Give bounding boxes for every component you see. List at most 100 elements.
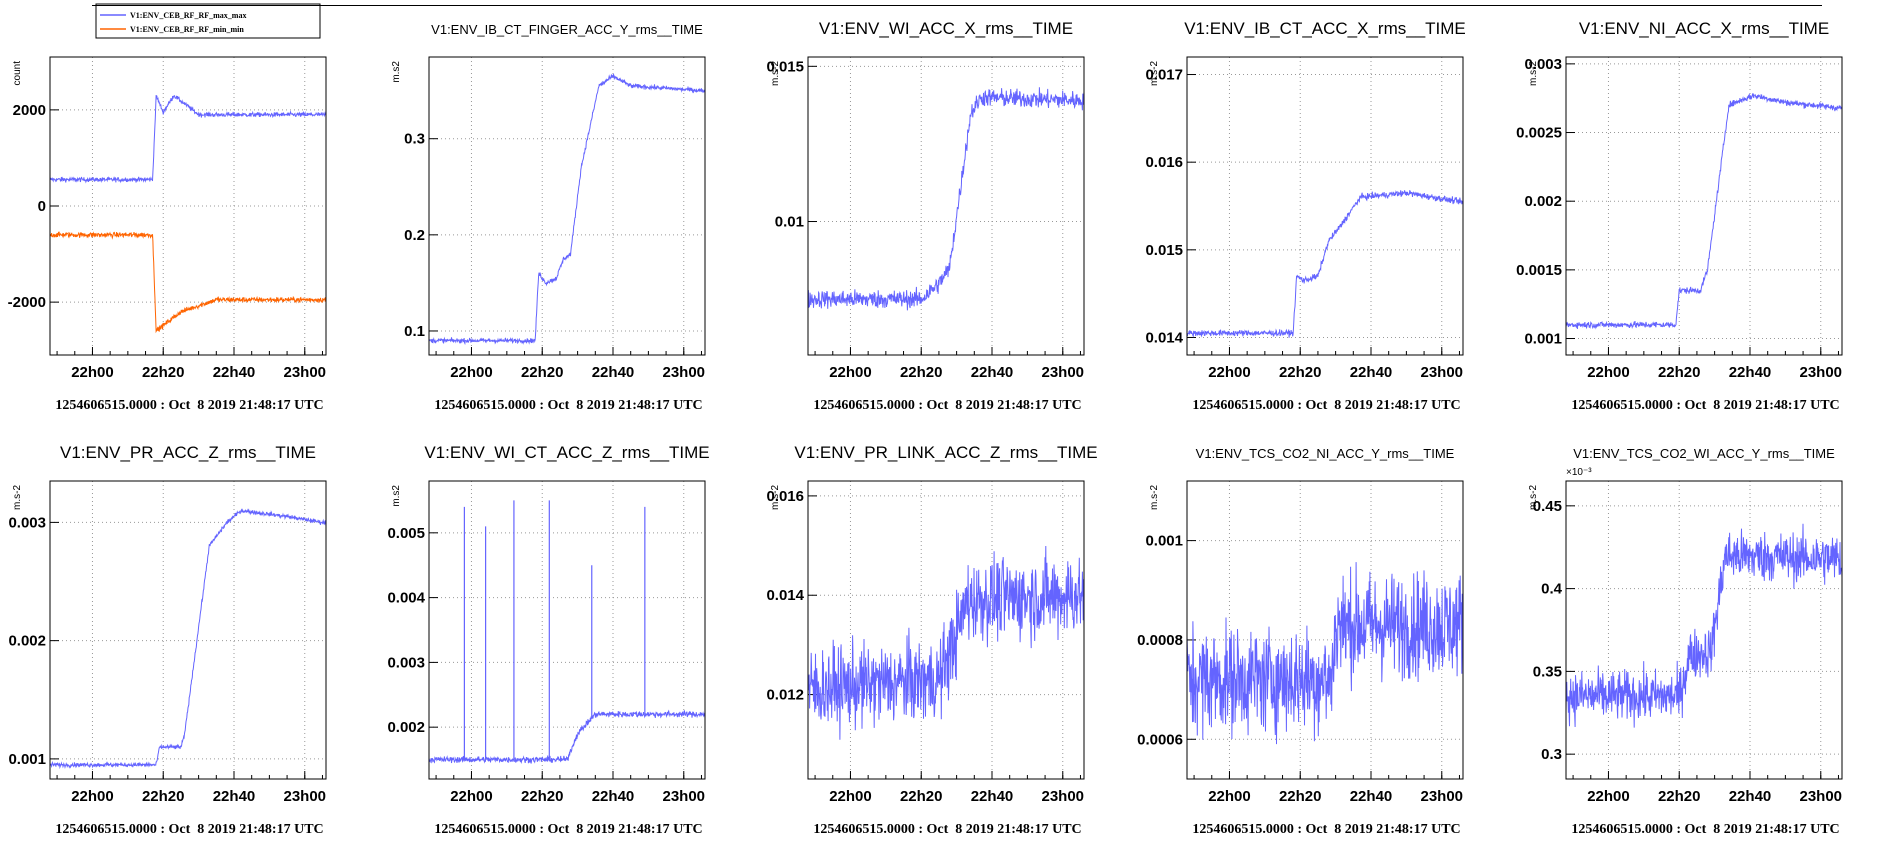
chart-svg: V1:ENV_TCS_CO2_NI_ACC_Y_rms__TIME m.s-2 22…	[1137, 446, 1464, 805]
y-axis-label: m.s-2	[12, 485, 23, 510]
x-tick-label: 22h20	[521, 364, 564, 381]
y-tick-label: 0.016	[766, 488, 804, 505]
x-tick-label: 22h40	[1350, 364, 1393, 381]
x-tick-label: 22h00	[1587, 788, 1630, 805]
y-tick-label: 0.1	[404, 323, 425, 340]
y-tick-label: 0.35	[1533, 663, 1562, 680]
series-line	[1187, 190, 1463, 338]
timestamp-footer: 1254606515.0000 : Oct 8 2019 21:48:17 UT…	[1192, 398, 1461, 413]
series-line	[808, 87, 1084, 311]
legend-box	[95, 3, 321, 39]
plot-frame	[428, 480, 706, 780]
timestamp-footer: 1254606515.0000 : Oct 8 2019 21:48:17 UT…	[813, 398, 1082, 413]
top-divider	[92, 5, 1822, 6]
y-tick-label: 0.012	[766, 687, 804, 704]
series-line	[50, 231, 326, 334]
x-tick-label: 22h20	[900, 364, 943, 381]
chart-title: V1:ENV_WI_ACC_X_rms__TIME	[819, 19, 1073, 38]
plot-frame	[1186, 480, 1464, 780]
y-tick-label: 0.3	[1541, 746, 1562, 763]
series-line	[1566, 92, 1842, 330]
chart-svg: V1:ENV_WI_CT_ACC_Z_rms__TIME m.s2 22h00 22h…	[387, 443, 709, 805]
x-tick-label: 22h40	[592, 364, 635, 381]
x-tick-label: 23h00	[1420, 364, 1463, 381]
y-tick-label: 0	[38, 198, 46, 215]
y-axis-label: m.s-2	[1149, 61, 1160, 86]
series-line	[50, 508, 326, 770]
y-axis-label: m.s2	[391, 61, 402, 83]
y-axis-exponent: ×10⁻³	[1566, 467, 1592, 478]
y-tick-label: 0.005	[387, 525, 425, 542]
y-tick-label: 0.016	[1145, 154, 1183, 171]
y-tick-label: 0.003	[1524, 56, 1562, 73]
plot-frame	[1565, 56, 1843, 356]
y-tick-label: 0.001	[1145, 533, 1183, 550]
chart-panel: V1:ENV_PR_ACC_Z_rms__TIME m.s-2 22h00 22h20…	[0, 424, 379, 848]
chart-title: V1:ENV_TCS_CO2_NI_ACC_Y_rms__TIME	[1196, 446, 1455, 461]
plot-frame	[428, 56, 706, 356]
timestamp-footer: 1254606515.0000 : Oct 8 2019 21:48:17 UT…	[55, 398, 324, 413]
x-tick-label: 22h00	[1587, 364, 1630, 381]
x-tick-label: 22h00	[71, 788, 114, 805]
chart-panel: V1:ENV_TCS_CO2_NI_ACC_Y_rms__TIME m.s-2 22…	[1137, 424, 1516, 848]
y-axis-label: m.s-2	[1149, 485, 1160, 510]
chart-title: V1:ENV_IB_CT_FINGER_ACC_Y_rms__TIME	[431, 22, 703, 37]
y-tick-label: 0.004	[387, 590, 425, 607]
chart-title: V1:ENV_TCS_CO2_WI_ACC_Y_rms__TIME	[1573, 446, 1835, 461]
y-tick-label: 0.0008	[1137, 632, 1183, 649]
y-tick-label: 0.001	[1524, 331, 1562, 348]
timestamp-footer: 1254606515.0000 : Oct 8 2019 21:48:17 UT…	[813, 822, 1082, 837]
plot-frame	[1186, 56, 1464, 356]
timestamp-footer: 1254606515.0000 : Oct 8 2019 21:48:17 UT…	[1192, 822, 1461, 837]
plot-frame	[807, 480, 1085, 780]
y-tick-label: 0.015	[1145, 242, 1183, 259]
chart-panel: V1:ENV_IB_CT_ACC_X_rms__TIME m.s-2 22h00 22…	[1137, 0, 1516, 424]
y-tick-label: 0.2	[404, 227, 425, 244]
series-line	[429, 72, 705, 346]
y-tick-label: 0.003	[8, 514, 46, 531]
chart-svg: V1:ENV_IB_CT_ACC_X_rms__TIME m.s-2 22h00 22…	[1145, 19, 1465, 381]
x-tick-label: 22h00	[829, 788, 872, 805]
y-tick-label: 0.014	[766, 587, 804, 604]
timestamp-footer: 1254606515.0000 : Oct 8 2019 21:48:17 UT…	[1571, 822, 1840, 837]
x-tick-label: 23h00	[1420, 788, 1463, 805]
series-line	[808, 545, 1084, 740]
chart-title: V1:ENV_PR_ACC_Z_rms__TIME	[60, 443, 316, 462]
y-tick-label: 0.0025	[1516, 125, 1562, 142]
x-tick-label: 22h40	[213, 364, 256, 381]
y-tick-label: 0.45	[1533, 498, 1562, 515]
chart-svg: V1:ENV_WI_ACC_X_rms__TIME m.s-2 22h00 22h20…	[766, 19, 1085, 381]
x-tick-label: 22h00	[1208, 364, 1251, 381]
timestamp-footer: 1254606515.0000 : Oct 8 2019 21:48:17 UT…	[1571, 398, 1840, 413]
y-tick-label: 0.0006	[1137, 731, 1183, 748]
x-tick-label: 23h00	[283, 788, 326, 805]
y-tick-label: 0.001	[8, 751, 46, 768]
chart-svg: count 22h00 22h20 22h40 23h00 2000 0 -2000 V1:EN…	[8, 3, 327, 381]
x-tick-label: 23h00	[1799, 364, 1842, 381]
legend-label: V1:ENV_CEB_RF_RF_max_max	[130, 11, 246, 20]
x-tick-label: 22h40	[971, 788, 1014, 805]
x-tick-label: 22h00	[450, 364, 493, 381]
y-tick-label: 0.003	[387, 654, 425, 671]
chart-title: V1:ENV_NI_ACC_X_rms__TIME	[1579, 19, 1829, 38]
chart-panel: V1:ENV_IB_CT_FINGER_ACC_Y_rms__TIME m.s2 2…	[379, 0, 758, 424]
y-tick-label: 0.017	[1145, 67, 1183, 84]
timestamp-footer: 1254606515.0000 : Oct 8 2019 21:48:17 UT…	[434, 822, 703, 837]
plot-frame	[49, 480, 327, 780]
y-tick-label: 0.4	[1541, 581, 1563, 598]
y-tick-label: 0.014	[1145, 329, 1183, 346]
series-line	[1566, 523, 1842, 728]
x-tick-label: 23h00	[1799, 788, 1842, 805]
plot-frame	[1565, 480, 1843, 780]
y-axis-label: m.s-2	[770, 61, 781, 86]
x-tick-label: 22h20	[1658, 788, 1701, 805]
x-tick-label: 23h00	[662, 788, 705, 805]
x-tick-label: 22h40	[1729, 364, 1772, 381]
chart-svg: V1:ENV_PR_LINK_ACC_Z_rms__TIME m.s-2 22h00…	[766, 443, 1097, 805]
chart-panel: V1:ENV_NI_ACC_X_rms__TIME m.s-2 22h00 22h20…	[1516, 0, 1895, 424]
chart-panel: V1:ENV_PR_LINK_ACC_Z_rms__TIME m.s-2 22h00…	[758, 424, 1137, 848]
timestamp-footer: 1254606515.0000 : Oct 8 2019 21:48:17 UT…	[55, 822, 324, 837]
x-tick-label: 22h40	[1350, 788, 1393, 805]
x-tick-label: 23h00	[283, 364, 326, 381]
